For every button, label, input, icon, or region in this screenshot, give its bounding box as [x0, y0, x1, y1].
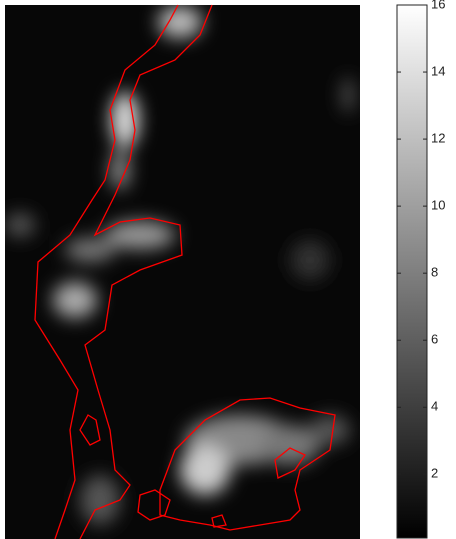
contour	[211, 514, 227, 528]
image	[5, 5, 360, 539]
colorbar-tick-label: 4	[431, 399, 438, 414]
colorbar	[396, 4, 428, 539]
contour	[137, 489, 171, 521]
colorbar-tick-label: 6	[431, 332, 438, 347]
colorbar-tick-label: 16	[431, 0, 445, 11]
colorbar-tick-label: 10	[431, 198, 445, 213]
contours	[34, 4, 336, 539]
contour	[79, 4, 213, 539]
colorbar-tick-label: 2	[431, 466, 438, 481]
contour	[274, 447, 306, 479]
colorbar-tick-label: 14	[431, 63, 445, 78]
contour	[34, 4, 179, 539]
contour	[159, 397, 336, 531]
colorbar-tick-label: 12	[431, 131, 445, 146]
contour	[79, 414, 101, 446]
intensity-blobs	[5, 6, 353, 525]
colorbar-tick-label: 8	[431, 265, 438, 280]
